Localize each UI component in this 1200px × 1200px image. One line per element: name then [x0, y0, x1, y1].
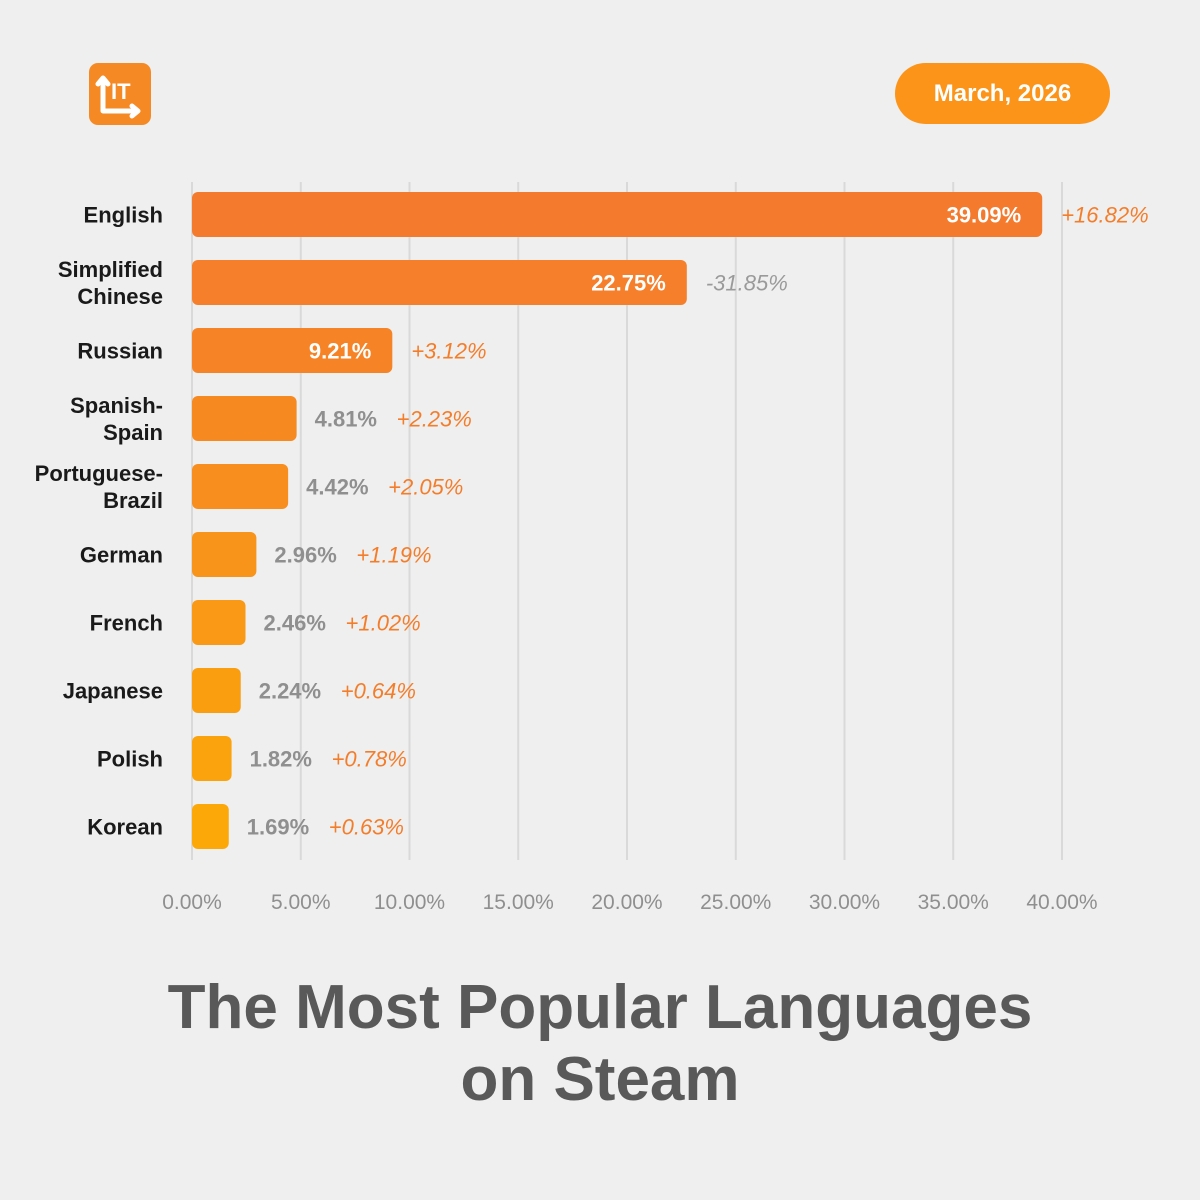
chart-title: The Most Popular Languages on Steam [0, 972, 1200, 1116]
x-tick-label: 10.00% [374, 891, 445, 914]
date-label: March, 2026 [933, 79, 1072, 107]
bar [192, 532, 257, 577]
category-label: Spanish-Spain [70, 393, 163, 445]
x-tick-label: 35.00% [918, 891, 989, 914]
data-label: 1.69% [247, 815, 309, 840]
bar [192, 464, 289, 509]
category-label: English [84, 203, 163, 228]
x-tick-label: 25.00% [700, 891, 771, 914]
x-tick-label: 30.00% [809, 891, 880, 914]
bar [192, 328, 393, 373]
category-label: Korean [87, 815, 163, 840]
data-label: 1.82% [250, 747, 312, 772]
x-tick-label: 40.00% [1026, 891, 1097, 914]
change-label: +2.05% [388, 475, 463, 500]
change-label: +1.19% [356, 543, 431, 568]
change-label: +2.23% [397, 407, 472, 432]
bar [192, 396, 297, 441]
bar [192, 192, 1043, 237]
logo-text: IT [111, 79, 131, 104]
title-line-2: on Steam [460, 1045, 740, 1114]
date-badge: March, 2026 [895, 63, 1110, 124]
bar [192, 668, 241, 713]
category-label: Simplified Chinese [58, 257, 163, 309]
data-label: 2.96% [274, 543, 336, 568]
change-label: +0.78% [332, 747, 407, 772]
bar [192, 804, 229, 849]
bar-chart: 0.00% 5.00% 10.00% 15.00% 20.00% 25.00% 30.00%… [35, 182, 1149, 914]
category-label: Russian [77, 339, 163, 364]
category-label: German [80, 543, 163, 568]
data-label: 9.21% [309, 339, 371, 364]
data-label: 2.46% [264, 611, 326, 636]
title-line-1: The Most Popular Languages [167, 973, 1033, 1042]
data-label: 4.81% [315, 407, 377, 432]
data-label: 2.24% [259, 679, 321, 704]
change-label: +0.64% [341, 679, 416, 704]
change-label: +16.82% [1061, 203, 1148, 228]
bar [192, 260, 687, 305]
change-label: +0.63% [329, 815, 404, 840]
category-label: Polish [97, 747, 163, 772]
bar [192, 600, 246, 645]
data-label: 4.42% [306, 475, 368, 500]
change-label: +1.02% [346, 611, 421, 636]
category-label: Portuguese-Brazil [35, 461, 163, 513]
data-label: 22.75% [591, 271, 666, 296]
brand-logo-icon: IT [89, 63, 151, 125]
x-tick-label: 5.00% [271, 891, 331, 914]
category-label: Japanese [63, 679, 163, 704]
change-label: +3.12% [411, 339, 486, 364]
bar [192, 736, 232, 781]
change-label: -31.85% [706, 271, 788, 296]
x-tick-label: 20.00% [591, 891, 662, 914]
data-label: 39.09% [947, 203, 1022, 228]
x-tick-label: 15.00% [483, 891, 554, 914]
category-label: French [90, 611, 163, 636]
x-tick-label: 0.00% [162, 891, 222, 914]
